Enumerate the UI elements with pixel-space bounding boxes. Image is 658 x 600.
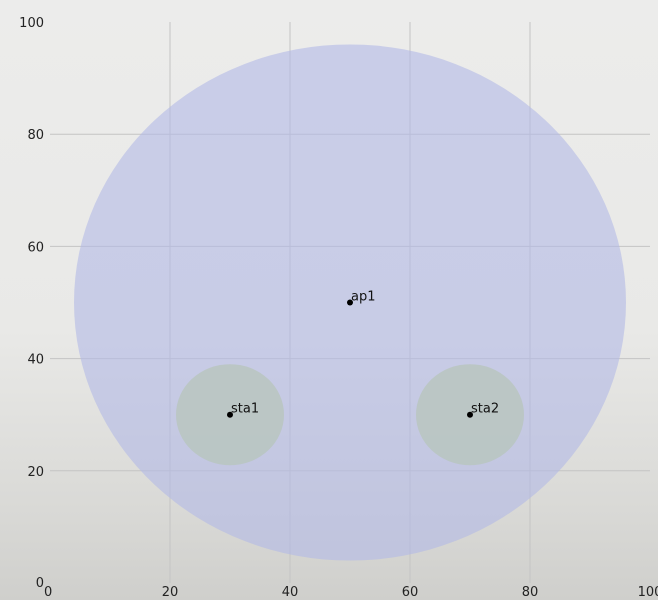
x-tick-label-20: 20 xyxy=(162,585,179,600)
x-axis-ticks: 0 20 40 60 80 100 xyxy=(44,585,658,600)
y-tick-label-60: 60 xyxy=(27,240,44,255)
y-tick-label-40: 40 xyxy=(27,353,44,368)
y-tick-label-80: 80 xyxy=(27,128,44,143)
y-tick-label-20: 20 xyxy=(27,465,44,480)
sta1-label: sta1 xyxy=(231,402,259,417)
x-tick-label-0: 0 xyxy=(44,585,52,600)
sta2-point xyxy=(467,411,473,418)
ap1-point xyxy=(347,299,353,306)
sta2-label: sta2 xyxy=(471,402,499,417)
y-tick-label-100: 100 xyxy=(19,16,44,31)
ap1-label: ap1 xyxy=(351,290,376,305)
y-axis-ticks: 0 20 40 60 80 100 xyxy=(19,16,44,591)
sta1-point xyxy=(227,411,233,418)
node-labels: ap1 sta1 sta2 xyxy=(231,290,499,417)
x-tick-label-100: 100 xyxy=(638,585,658,600)
node-points xyxy=(227,299,473,418)
x-tick-label-60: 60 xyxy=(402,585,419,600)
x-tick-label-80: 80 xyxy=(522,585,539,600)
y-tick-label-0: 0 xyxy=(36,576,44,591)
x-tick-label-40: 40 xyxy=(282,585,299,600)
